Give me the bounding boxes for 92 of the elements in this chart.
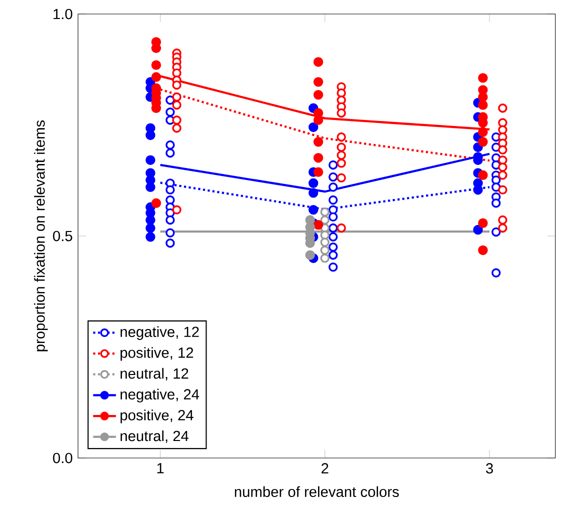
point — [328, 212, 338, 222]
point — [328, 182, 338, 192]
point — [498, 162, 508, 172]
point — [328, 262, 338, 272]
point — [166, 185, 175, 194]
point — [498, 215, 508, 225]
point — [313, 57, 324, 67]
point — [305, 250, 315, 260]
point — [320, 207, 330, 217]
point — [166, 238, 175, 248]
x-tick-label: 2 — [322, 463, 328, 474]
point — [498, 155, 508, 165]
point — [308, 204, 318, 215]
point — [336, 158, 346, 168]
x-tick-label: 1 — [157, 463, 164, 474]
point — [146, 182, 156, 192]
point — [151, 60, 162, 70]
point — [498, 185, 508, 194]
point — [151, 198, 162, 208]
point — [478, 137, 488, 147]
point — [491, 198, 501, 208]
point — [478, 170, 488, 180]
point — [166, 215, 175, 225]
point — [336, 88, 346, 98]
point — [478, 100, 488, 110]
point — [146, 215, 156, 225]
x-axis-title: number of relevant colors — [234, 486, 399, 498]
point — [328, 195, 338, 205]
point — [336, 132, 346, 142]
point — [478, 245, 488, 256]
point — [313, 77, 324, 87]
legend-label: positive, 24 — [120, 410, 194, 424]
point — [151, 72, 162, 82]
point — [328, 250, 338, 260]
point — [498, 145, 508, 154]
point — [172, 80, 182, 90]
legend-label: negative, 24 — [120, 388, 200, 402]
point — [166, 228, 175, 238]
point — [166, 148, 175, 158]
point — [478, 218, 488, 228]
point — [498, 170, 508, 180]
point — [328, 223, 338, 233]
point — [336, 150, 346, 160]
point — [336, 142, 346, 152]
point — [320, 246, 330, 255]
point — [320, 238, 330, 247]
y-tick-label: 0.5 — [53, 230, 72, 242]
point — [172, 92, 182, 102]
point — [498, 104, 508, 113]
point — [172, 100, 182, 110]
point — [308, 188, 318, 198]
point — [328, 242, 338, 252]
point — [313, 167, 324, 177]
legend-label: neutral, 12 — [120, 368, 188, 380]
point — [308, 178, 318, 188]
legend-label: positive, 12 — [120, 347, 194, 361]
x-tick-label: 3 — [486, 463, 493, 474]
point — [328, 172, 338, 182]
legend-label: neutral, 24 — [120, 430, 188, 443]
point — [172, 124, 182, 133]
point — [336, 108, 346, 118]
point — [146, 130, 156, 140]
point — [166, 140, 175, 150]
point — [328, 232, 338, 242]
point — [146, 155, 156, 165]
point — [320, 254, 330, 263]
point — [478, 92, 488, 102]
point — [308, 122, 318, 132]
point — [478, 73, 488, 83]
point — [478, 127, 488, 137]
point — [320, 215, 330, 225]
point — [146, 223, 156, 233]
point — [313, 137, 324, 147]
point — [313, 220, 324, 230]
point — [491, 227, 501, 237]
point — [313, 90, 324, 100]
y-axis-title: proportion fixation on relevant items — [34, 120, 48, 352]
point — [336, 223, 346, 233]
point — [172, 205, 182, 214]
point — [491, 268, 501, 278]
point — [473, 224, 483, 235]
point — [336, 173, 346, 182]
point — [313, 152, 324, 163]
y-tick-label: 0.0 — [53, 452, 72, 464]
point — [166, 108, 175, 117]
y-tick-label: 1.0 — [54, 8, 72, 20]
point — [146, 232, 156, 242]
point — [172, 116, 182, 125]
point — [498, 223, 508, 233]
legend-label: negative, 12 — [120, 326, 199, 340]
point — [313, 115, 324, 125]
point — [328, 160, 338, 170]
